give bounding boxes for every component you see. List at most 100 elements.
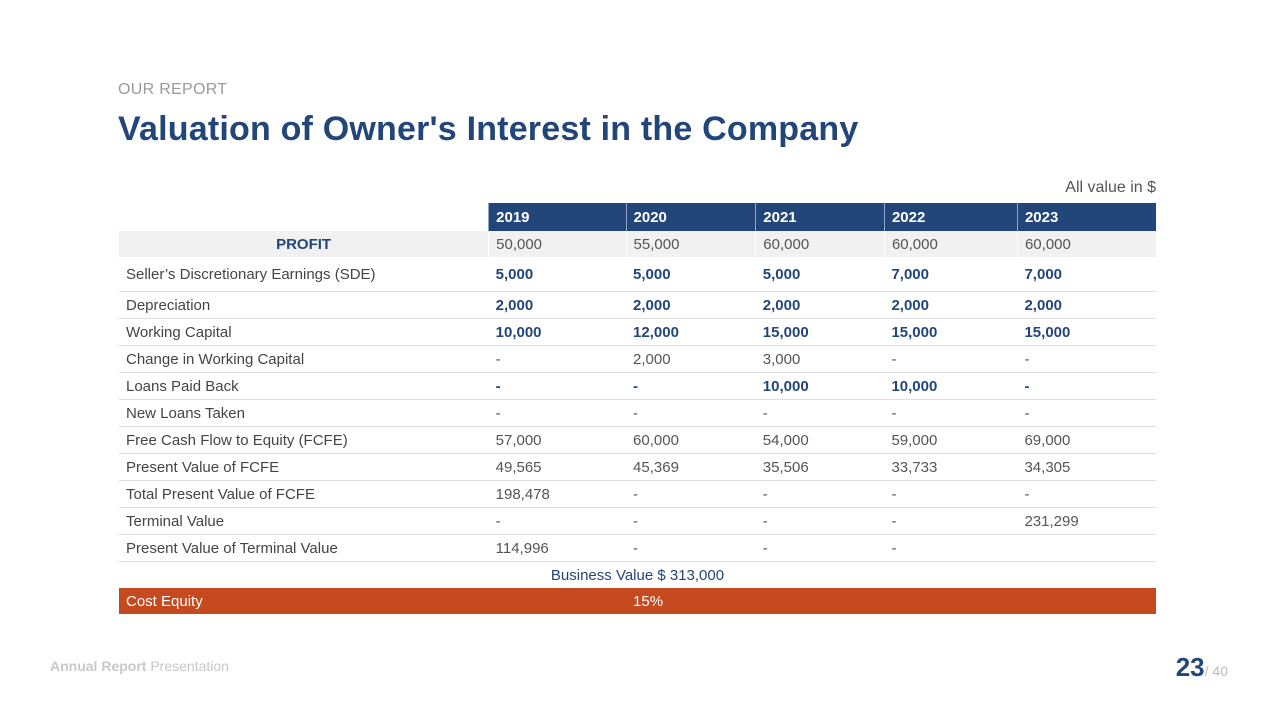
cell-2020: - [626, 372, 756, 400]
cell-2019: - [488, 372, 627, 400]
profit-value-2021: 60,000 [755, 231, 885, 257]
cell-2023: - [1017, 480, 1156, 508]
footer-title-bold: Annual Report [50, 658, 147, 674]
table-row-change-working-capital: Change in Working Capital - 2,000 3,000 … [119, 345, 1156, 373]
table-row-pv-fcfe: Present Value of FCFE 49,565 45,369 35,5… [119, 453, 1156, 481]
units-note: All value in $ [1065, 179, 1156, 196]
cell-2020: 2,000 [626, 345, 756, 373]
cost-equity-spacer [884, 588, 1018, 614]
cell-2019: 49,565 [488, 453, 627, 481]
profit-value-2022: 60,000 [883, 231, 1018, 257]
row-label: Depreciation [119, 291, 489, 319]
cell-2021: - [755, 507, 885, 535]
cell-2019: 10,000 [488, 318, 627, 346]
table-row-loans-paid-back: Loans Paid Back - - 10,000 10,000 - [119, 372, 1156, 400]
cell-2019: - [488, 399, 627, 427]
table-row-fcfe: Free Cash Flow to Equity (FCFE) 57,000 6… [119, 426, 1156, 454]
table-row-depreciation: Depreciation 2,000 2,000 2,000 2,000 2,0… [119, 291, 1156, 319]
cell-2023: - [1017, 372, 1156, 400]
cell-2020: - [626, 507, 756, 535]
table-row-working-capital: Working Capital 10,000 12,000 15,000 15,… [119, 318, 1156, 346]
cell-2019: 5,000 [488, 257, 627, 292]
row-label: New Loans Taken [119, 399, 489, 427]
cell-2020: 60,000 [626, 426, 756, 454]
row-label: Total Present Value of FCFE [119, 480, 489, 508]
table-row-sde: Seller’s Discretionary Earnings (SDE) 5,… [119, 257, 1156, 292]
cell-2020: 45,369 [626, 453, 756, 481]
cell-2023: - [1017, 399, 1156, 427]
cell-2022: - [884, 507, 1018, 535]
footer-presentation-title: Annual Report Presentation [50, 658, 229, 674]
year-header-2020: 2020 [625, 203, 756, 231]
cell-2020: - [626, 480, 756, 508]
row-label: Working Capital [119, 318, 489, 346]
cost-equity-label: Cost Equity [119, 588, 489, 614]
cell-2023: - [1017, 345, 1156, 373]
page-current: 23 [1175, 652, 1205, 682]
table-row-new-loans-taken: New Loans Taken - - - - - [119, 399, 1156, 427]
row-label: Present Value of Terminal Value [119, 534, 489, 562]
row-label: Free Cash Flow to Equity (FCFE) [119, 426, 489, 454]
cell-2021: - [755, 480, 885, 508]
cell-2023: 69,000 [1017, 426, 1156, 454]
cell-2023: 2,000 [1017, 291, 1156, 319]
table-row-terminal-value: Terminal Value - - - - 231,299 [119, 507, 1156, 535]
profit-row: PROFIT 50,000 55,000 60,000 60,000 60,00… [119, 231, 1156, 257]
cell-2022: - [884, 345, 1018, 373]
table-row-pv-terminal-value: Present Value of Terminal Value 114,996 … [119, 534, 1156, 562]
cell-2021: 3,000 [755, 345, 885, 373]
cell-2020: 12,000 [626, 318, 756, 346]
cell-2020: - [626, 534, 756, 562]
row-label: Loans Paid Back [119, 372, 489, 400]
row-label: Seller’s Discretionary Earnings (SDE) [119, 257, 489, 292]
cell-2020: 5,000 [626, 257, 756, 292]
cost-equity-spacer [488, 588, 627, 614]
cell-2022: - [884, 534, 1018, 562]
year-header-2023: 2023 [1016, 203, 1156, 231]
cell-2023 [1017, 534, 1156, 562]
cell-2022: - [884, 399, 1018, 427]
cell-2021: 35,506 [755, 453, 885, 481]
cost-equity-spacer [755, 588, 885, 614]
valuation-table: 2019 2020 2021 2022 2023 PROFIT 50,000 5… [119, 203, 1156, 614]
header-blank-cell [119, 203, 489, 231]
row-label: Terminal Value [119, 507, 489, 535]
cell-2021: 5,000 [755, 257, 885, 292]
page-number: 23/ 40 [1176, 652, 1228, 683]
profit-label: PROFIT [119, 231, 489, 257]
table-row-total-pv-fcfe: Total Present Value of FCFE 198,478 - - … [119, 480, 1156, 508]
cell-2022: 33,733 [884, 453, 1018, 481]
year-header-row: 2019 2020 2021 2022 2023 [119, 203, 1156, 231]
cell-2021: 54,000 [755, 426, 885, 454]
cost-equity-row: Cost Equity 15% [119, 588, 1156, 614]
cell-2023: 34,305 [1017, 453, 1156, 481]
cell-2021: - [755, 534, 885, 562]
cell-2021: - [755, 399, 885, 427]
business-value: Business Value $ 313,000 [550, 566, 725, 584]
year-header-2022: 2022 [883, 203, 1018, 231]
cost-equity-spacer [1017, 588, 1156, 614]
year-header-2019: 2019 [488, 203, 627, 231]
footer-title-rest: Presentation [146, 658, 229, 674]
cell-2023: 15,000 [1017, 318, 1156, 346]
row-label: Change in Working Capital [119, 345, 489, 373]
cell-2019: - [488, 507, 627, 535]
profit-value-2019: 50,000 [488, 231, 627, 257]
business-value-row: Business Value $ 313,000 [119, 562, 1156, 589]
page-total: / 40 [1204, 663, 1228, 679]
section-eyebrow: OUR REPORT [118, 81, 228, 98]
cell-2023: 7,000 [1017, 257, 1156, 292]
cell-2020: 2,000 [626, 291, 756, 319]
cell-2022: - [884, 480, 1018, 508]
cell-2023: 231,299 [1017, 507, 1156, 535]
cell-2019: 57,000 [488, 426, 627, 454]
cell-2022: 59,000 [884, 426, 1018, 454]
cell-2022: 2,000 [884, 291, 1018, 319]
cell-2022: 7,000 [884, 257, 1018, 292]
cell-2019: - [488, 345, 627, 373]
cell-2019: 114,996 [488, 534, 627, 562]
cell-2019: 2,000 [488, 291, 627, 319]
profit-value-2020: 55,000 [625, 231, 756, 257]
profit-value-2023: 60,000 [1016, 231, 1156, 257]
cell-2021: 15,000 [755, 318, 885, 346]
